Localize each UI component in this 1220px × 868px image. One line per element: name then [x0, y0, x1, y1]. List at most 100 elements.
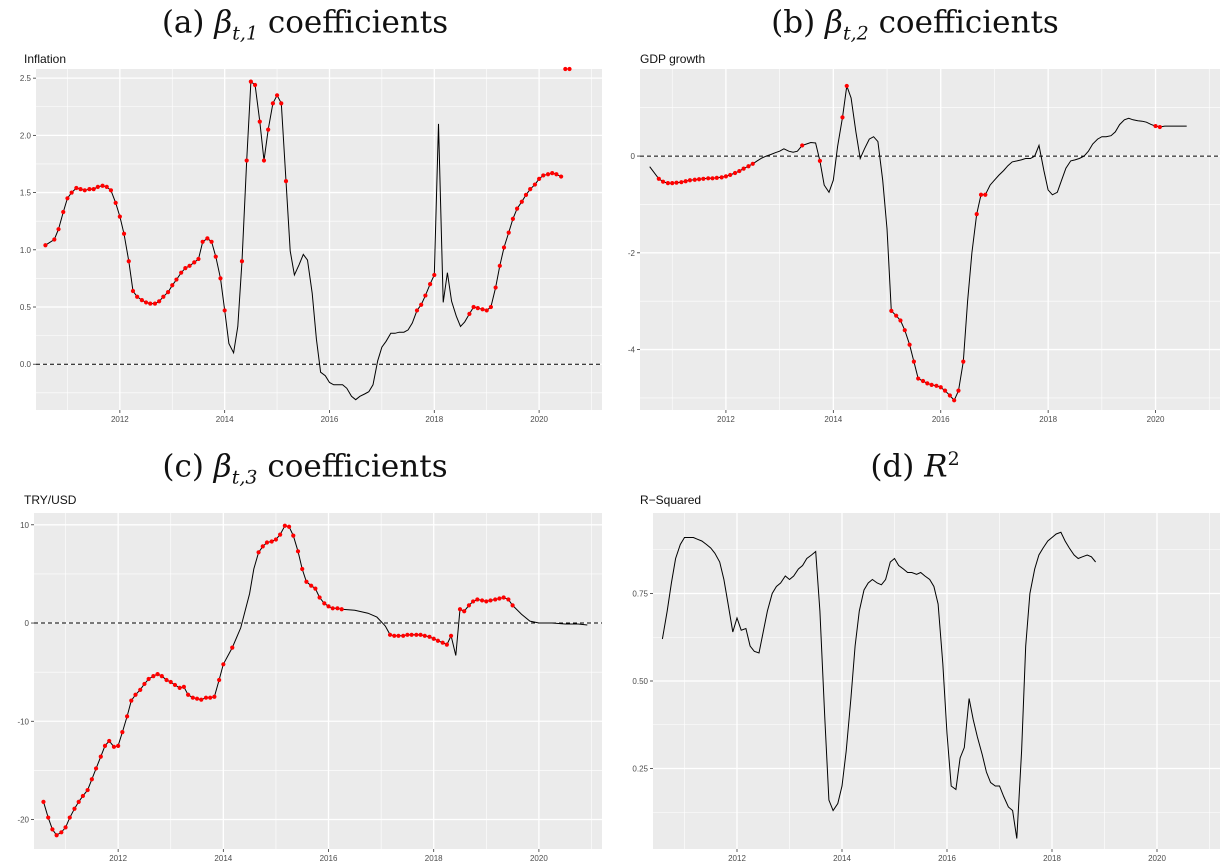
- x-tick-label: 2016: [321, 415, 339, 424]
- significant-point: [440, 640, 445, 645]
- significant-point: [218, 276, 223, 281]
- y-tick-label: 2.5: [20, 74, 32, 83]
- significant-point: [129, 698, 134, 703]
- significant-point: [52, 237, 57, 242]
- significant-point: [72, 806, 77, 811]
- significant-point: [670, 181, 675, 186]
- significant-point: [934, 383, 939, 388]
- significant-point: [741, 166, 746, 171]
- significant-point: [506, 597, 511, 602]
- significant-point: [54, 833, 59, 838]
- x-tick-label: 2014: [833, 854, 851, 863]
- significant-point: [493, 285, 498, 290]
- chart-label-d: R−Squared: [640, 493, 702, 507]
- significant-point: [929, 382, 934, 387]
- significant-point: [510, 603, 515, 608]
- significant-point: [515, 206, 520, 211]
- y-tick-label: 0.75: [632, 590, 648, 599]
- significant-point: [50, 827, 55, 832]
- significant-point: [174, 277, 179, 282]
- chart-label-b: GDP growth: [640, 52, 706, 66]
- x-tick-label: 2020: [1148, 854, 1166, 863]
- significant-point: [85, 787, 90, 793]
- significant-point: [239, 259, 245, 264]
- significant-point: [82, 188, 87, 193]
- significant-point: [264, 540, 270, 545]
- y-tick-label: 0.25: [632, 765, 648, 774]
- significant-point: [212, 694, 217, 699]
- significant-point: [737, 168, 742, 174]
- y-tick-label: 0.0: [20, 360, 32, 369]
- significant-point: [93, 766, 99, 771]
- x-tick-label: 2014: [824, 415, 842, 424]
- significant-point: [701, 176, 706, 181]
- significant-point: [91, 187, 96, 192]
- panel-b: (b) βt,2 coefficients GDP growth 2012 201…: [610, 0, 1220, 434]
- significant-point: [925, 381, 930, 386]
- significant-point: [339, 607, 344, 612]
- significant-point: [435, 638, 441, 643]
- significant-point: [719, 175, 724, 180]
- y-tick-label: 1.0: [20, 246, 32, 255]
- significant-point: [1157, 124, 1162, 130]
- x-tick-label: 2012: [728, 854, 746, 863]
- y-tick-label: 0: [631, 152, 636, 161]
- significant-point: [501, 595, 506, 600]
- x-tick-label: 2012: [717, 415, 735, 424]
- chart-label-a: Inflation: [24, 52, 67, 66]
- significant-point: [479, 598, 485, 603]
- x-tick-label: 2014: [214, 854, 232, 863]
- significant-point: [111, 744, 117, 749]
- significant-point: [414, 308, 420, 313]
- significant-point: [200, 239, 205, 244]
- significant-point: [133, 692, 138, 697]
- chart-a: 2012 2014 2016 2018 2020 0.0 0.5 1.0 1.5 2.0 2.5: [20, 66, 602, 424]
- significant-point: [559, 174, 564, 179]
- x-tick-label: 2018: [425, 415, 443, 424]
- significant-point: [427, 634, 432, 639]
- significant-point: [674, 180, 679, 185]
- x-tick-label: 2018: [1043, 854, 1061, 863]
- significant-point: [108, 188, 114, 193]
- significant-point: [497, 263, 502, 268]
- series-line: [43, 525, 588, 836]
- significant-point: [974, 212, 979, 217]
- significant-point: [889, 308, 894, 313]
- significant-point: [261, 158, 267, 163]
- significant-point: [567, 66, 572, 72]
- y-tick-label: 0: [25, 619, 30, 628]
- significant-point: [139, 298, 144, 303]
- y-tick-label: -20: [17, 816, 29, 825]
- significant-point: [183, 266, 188, 271]
- x-tick-label: 2012: [109, 854, 127, 863]
- significant-point: [80, 793, 86, 799]
- significant-point: [480, 307, 485, 312]
- significant-point: [209, 239, 214, 244]
- x-tick-label: 2018: [425, 854, 443, 863]
- significant-point: [190, 695, 195, 700]
- significant-point: [203, 695, 209, 700]
- significant-point: [248, 79, 253, 84]
- significant-point: [252, 82, 258, 88]
- significant-point: [256, 550, 261, 555]
- significant-point: [95, 184, 100, 189]
- significant-point: [563, 66, 568, 72]
- panel-d: (d) R2 R−Squared 2012 2014 2016 2018 2020 0.2…: [610, 434, 1220, 868]
- significant-point: [484, 308, 489, 313]
- significant-point: [952, 398, 957, 403]
- significant-point: [172, 682, 178, 688]
- significant-point: [916, 376, 921, 381]
- significant-point: [317, 595, 322, 600]
- significant-point: [181, 684, 186, 689]
- significant-point: [330, 606, 335, 611]
- significant-point: [687, 178, 693, 183]
- significant-point: [59, 830, 64, 835]
- significant-point: [506, 230, 511, 235]
- significant-point: [706, 176, 711, 181]
- significant-point: [65, 196, 70, 201]
- significant-point: [282, 523, 287, 528]
- panel-title-a: (a) βt,1 coefficients: [161, 4, 449, 45]
- significant-point: [665, 181, 671, 186]
- significant-point: [894, 313, 899, 318]
- significant-point: [205, 236, 210, 241]
